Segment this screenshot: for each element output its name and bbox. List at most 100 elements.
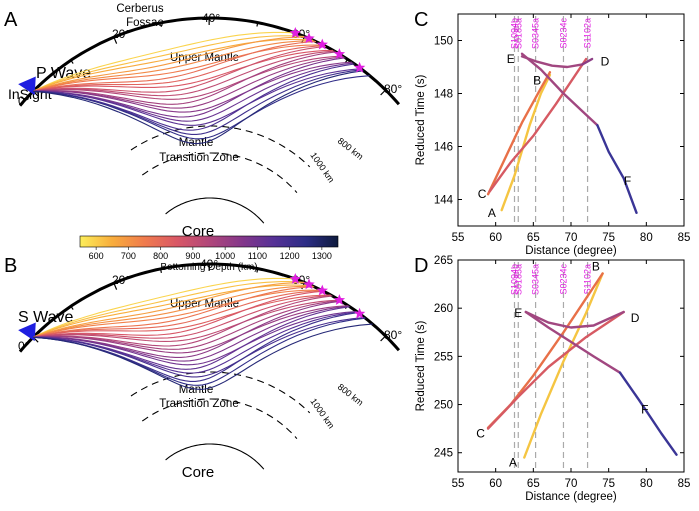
x-tick-label: 65 [527,232,540,244]
ray-path [33,295,333,347]
panel-c-letter: C [414,9,428,31]
ray-paths [32,31,370,145]
depth-800km-arc [130,125,311,168]
ray-path [33,299,340,342]
event-label: S0185a [513,264,523,295]
panel-a-deg-40: 40° [202,11,220,25]
planet-layers [18,262,401,470]
colorbar-tick-label: 600 [89,251,104,261]
travel-time-branch [524,310,622,374]
degree-tick [159,268,162,273]
surface-arc [18,262,401,353]
panel-b-s-wave-diagram: B S Wave Upper Mantle Mantle Transition … [4,255,402,481]
travel-time-branch [500,73,552,212]
panel-b-deg-0: 0° [18,339,30,353]
panel-a-p-wave-diagram: A P Wave InSight Cerberus Fossae Upper M… [4,3,402,240]
planet-layers [18,16,401,224]
ray-path [33,310,357,366]
depth-1000km-arc [141,398,298,440]
ray-path [33,45,325,92]
ray-path [33,317,366,386]
colorbar-tick-label: 1200 [280,251,300,261]
ray-path [32,281,305,338]
branch-label: B [592,260,600,274]
ray-path [33,282,305,338]
panel-a-site-label-1: Cerberus [116,3,164,15]
ray-path [33,40,315,92]
ray-path [33,51,336,105]
ray-path [33,61,352,113]
branch-label: D [601,55,610,69]
panel-d-letter: D [414,255,428,277]
ray-path [33,50,335,97]
ray-path [33,41,317,92]
x-tick-label: 55 [452,232,465,244]
panel-a-transition-zone-label: Transition Zone [159,152,238,164]
colorbar-tick-label: 1300 [312,251,332,261]
colorbar: 600 700 800 900 1000 1100 1200 1300 Bottoming D… [79,235,339,273]
degree-tick [70,305,74,310]
branch-label: A [509,455,517,469]
x-tick-label: 60 [489,478,502,490]
x-tick-label: 75 [602,232,615,244]
ray-path [33,294,331,338]
y-tick-label: 245 [434,448,453,460]
panel-b-wave-title: S Wave [18,309,74,326]
ray-path [33,62,354,122]
panel-b-deg-20: 20° [112,273,130,287]
travel-time-branch [524,310,625,329]
core-boundary-arc [165,197,265,224]
event-star-icon [289,27,301,38]
y-tick-label: 148 [434,89,453,101]
ray-path [33,323,373,390]
panel-b-800km-label: 800 km [336,382,365,408]
ray-path [33,300,342,358]
x-tick-label: 85 [678,232,691,244]
x-tick-label: 70 [565,478,578,490]
travel-time-branch [486,310,625,430]
colorbar-title: Bottoming Depth (km) [160,262,257,273]
ray-path [33,70,364,145]
panel-c-p-travel-time-chart: C 55 60 65 70 75 80 85 144 146 148 150 Distance (de… [414,9,690,257]
y-tick-label: 260 [434,303,453,315]
x-tick-label: 80 [640,232,653,244]
x-axis-title: Distance (degree) [525,245,617,257]
branch-label: F [641,402,648,416]
ray-paths [32,277,373,390]
ray-path [33,306,350,370]
travel-time-branch [520,55,584,69]
depth-1000km-arc [141,152,298,194]
ray-path [32,277,296,338]
event-label: S0345a [531,264,541,295]
y-axis-title: Reduced Time (s) [415,74,427,165]
ray-path [33,44,324,92]
ray-path [33,286,315,338]
ray-path [33,317,365,378]
panel-b-deg-80: 80° [384,328,402,342]
station-marker-icon [18,322,36,342]
x-axis-title: Distance (degree) [525,491,617,503]
degree-tick [344,58,349,63]
x-tick-label: 75 [602,478,615,490]
x-tick-label: 70 [565,232,578,244]
ray-path [33,305,349,354]
branch-label: A [488,206,496,220]
event-label: S1102a [583,18,593,48]
degree-tick [70,59,74,64]
panel-b-core-label: Core [182,464,215,481]
ray-path [33,294,332,339]
branch-label: E [514,306,522,320]
y-tick-label: 255 [434,351,453,363]
event-star-icon [289,273,301,284]
travel-time-branch [520,52,599,127]
colorbar-tick-label: 800 [153,251,168,261]
ray-path [33,290,323,338]
degree-tick [159,22,162,27]
event-star-icon [353,307,366,319]
travel-time-branch [596,124,638,214]
y-tick-label: 265 [434,255,453,267]
ray-path [33,68,362,126]
branch-label: D [631,311,640,325]
degree-tick [256,268,259,273]
